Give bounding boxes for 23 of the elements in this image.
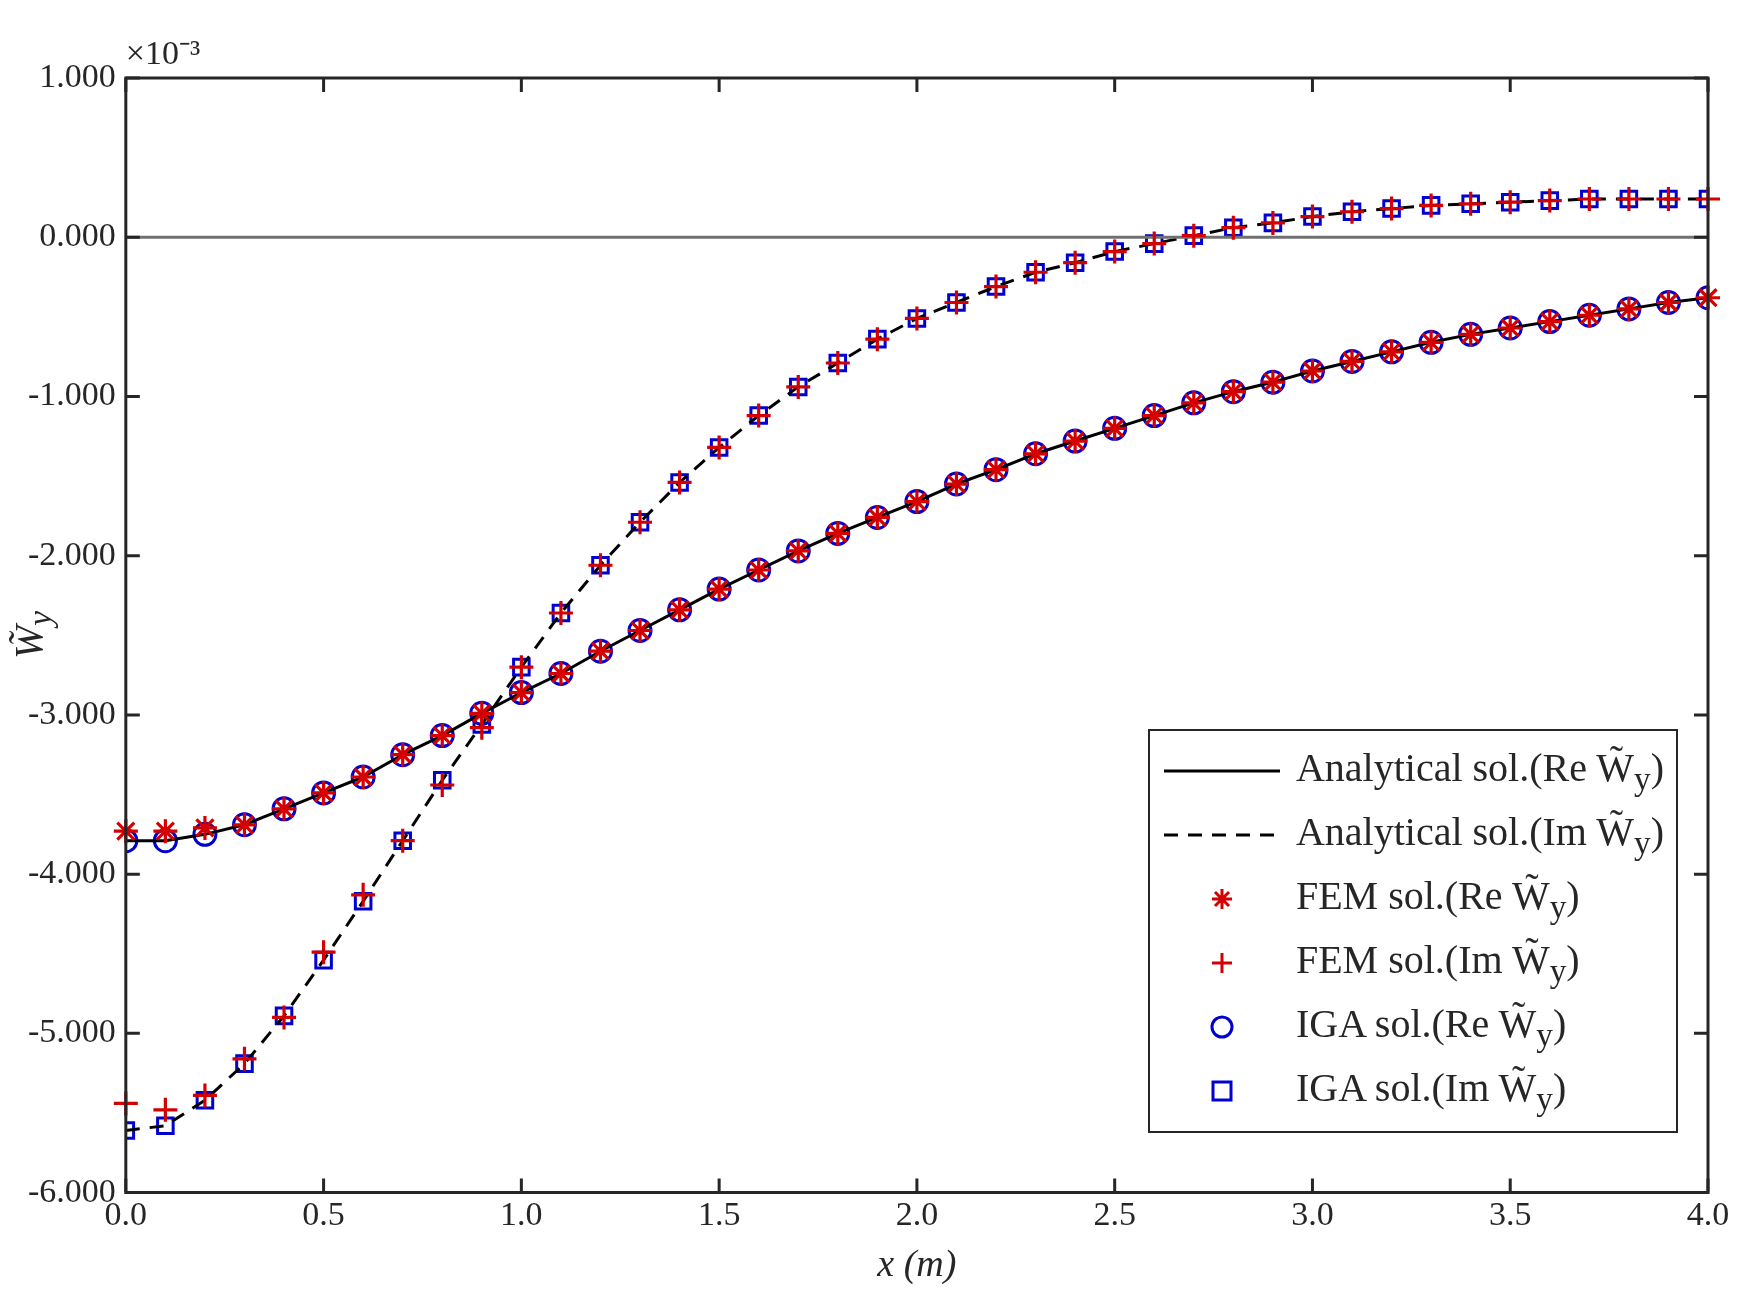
x-tick-label: 3.5 (1488, 1194, 1532, 1232)
legend-label: IGA sol.(Re W̃$_{y}$) (1295, 999, 1567, 1054)
x-tick-label: 1.5 (697, 1194, 741, 1232)
y-tick-label: 1.000 (39, 56, 116, 94)
y-tick-label: -1.000 (27, 375, 116, 413)
x-tick-label: 1.0 (500, 1194, 543, 1232)
legend-label: IGA sol.(Im W̃$_{y}$) (1295, 1063, 1567, 1118)
x-tick-label: 2.0 (895, 1194, 939, 1232)
x-tick-label: 0.5 (302, 1194, 345, 1232)
x-tick-label: 3.0 (1291, 1194, 1334, 1232)
y-tick-label: -3.000 (27, 693, 116, 731)
y-tick-label: -5.000 (27, 1012, 116, 1050)
y-tick-label: -4.000 (27, 853, 116, 891)
x-tick-label: 2.5 (1093, 1194, 1136, 1232)
legend-label: FEM sol.(Re W̃$_{y}$) (1295, 871, 1580, 926)
legend-label: FEM sol.(Im W̃$_{y}$) (1295, 935, 1580, 990)
legend-label: Analytical sol.(Re W̃$_{y}$) (1295, 743, 1664, 798)
y-tick-label: -2.000 (27, 534, 116, 572)
legend-label: Analytical sol.(Im W̃$_{y}$) (1295, 807, 1664, 862)
x-axis-title: x (m) (876, 1242, 957, 1286)
y-tick-label: 0.000 (39, 216, 116, 254)
text: ×10⁻³ (125, 33, 201, 71)
x-tick-label: 4.0 (1686, 1194, 1730, 1232)
